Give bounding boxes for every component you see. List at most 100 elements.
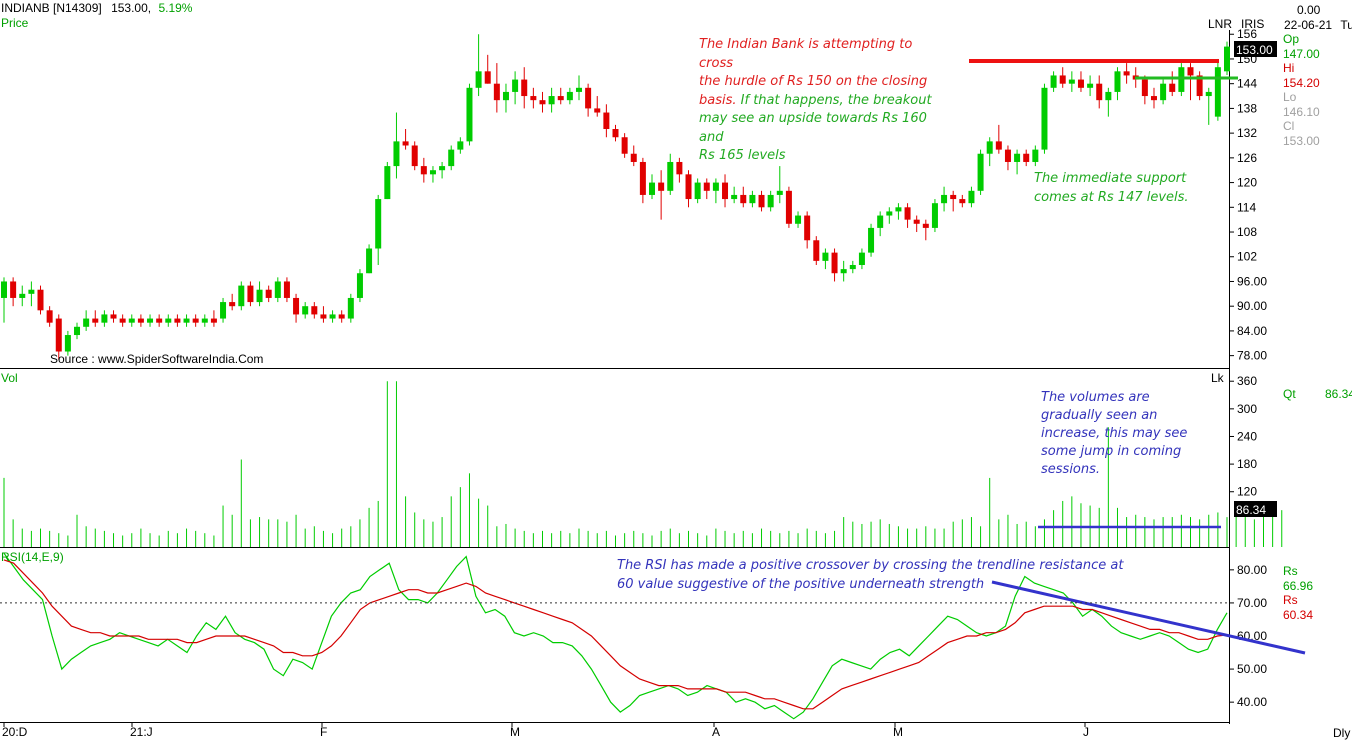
date-tick-label: M: [510, 725, 520, 739]
ohlc-low: Lo146.10: [1283, 90, 1320, 119]
candle: [639, 157, 646, 204]
candle-body: [1, 281, 7, 298]
candle: [731, 186, 738, 204]
candle: [1032, 145, 1039, 167]
candle-body: [210, 318, 217, 323]
candle: [1224, 41, 1230, 76]
annotation-support: The immediate support comes at Rs 147 le…: [1034, 171, 1189, 205]
candle: [566, 87, 573, 105]
candle: [302, 302, 309, 319]
candle-body: [156, 318, 163, 323]
panel-frames: [0, 30, 1230, 724]
top-value: 0.00: [1297, 3, 1321, 17]
last-volume-tag: [1234, 501, 1277, 517]
candle: [785, 186, 792, 228]
candle: [822, 248, 829, 270]
last-price-tag-text: 153.00: [1236, 43, 1273, 57]
candle-body: [1077, 79, 1084, 88]
candle: [28, 281, 35, 307]
candle-body: [785, 190, 792, 224]
candle-body: [64, 335, 71, 352]
candle: [986, 137, 993, 167]
candle: [366, 244, 373, 274]
candle: [101, 310, 108, 327]
candle: [201, 314, 208, 327]
rsi-value: Rs66.96: [1283, 564, 1314, 593]
candle-body: [466, 87, 473, 142]
candle: [931, 199, 938, 233]
candle-body: [1169, 83, 1176, 92]
candle-body: [1105, 91, 1112, 101]
candle: [749, 190, 756, 208]
price-tick-label: 96.00: [1237, 274, 1267, 288]
candle: [110, 310, 117, 323]
candle-body: [1041, 87, 1048, 150]
rsi-trendline: [991, 580, 1306, 655]
candle-body: [393, 141, 400, 167]
candle: [210, 310, 217, 327]
candle: [420, 157, 427, 183]
candle-body: [1196, 75, 1203, 97]
candle-body: [959, 199, 966, 204]
candle-body: [1205, 91, 1212, 97]
candle-body: [128, 318, 135, 323]
candle: [1214, 58, 1221, 121]
ohlc-close: Cl153.00: [1283, 119, 1320, 148]
candle: [1187, 63, 1194, 101]
studies-label: LNR: [1208, 17, 1233, 31]
candle-body: [110, 314, 117, 319]
candle-body: [1123, 71, 1130, 76]
candle-body: [1004, 149, 1011, 162]
candle-body: [247, 285, 254, 303]
candle-body: [995, 141, 1002, 150]
candle-body: [439, 166, 446, 171]
candle-body: [585, 87, 592, 109]
candle: [913, 215, 920, 233]
candle: [795, 211, 802, 228]
candle: [585, 83, 592, 117]
candle: [968, 186, 975, 208]
candle-body: [137, 318, 144, 323]
candle: [10, 277, 17, 307]
price-tick-label: 90.00: [1237, 299, 1267, 313]
date-axis-labels: 20:D 21:J F M A M J: [2, 722, 1089, 739]
candle-body: [658, 182, 665, 191]
candle-body: [256, 289, 263, 303]
candle-body: [986, 141, 993, 154]
iris-label: IRIS: [1241, 17, 1265, 31]
candle-body: [575, 87, 582, 92]
candle: [402, 129, 409, 150]
candle: [256, 281, 263, 307]
candle-body: [603, 112, 610, 130]
candle: [694, 178, 701, 204]
candle: [347, 293, 354, 323]
candle: [1123, 63, 1130, 84]
candle-body: [849, 264, 856, 270]
candle-body: [1114, 71, 1121, 92]
candle: [46, 306, 53, 327]
candle: [922, 219, 929, 241]
candle-body: [338, 314, 345, 319]
candle-body: [183, 318, 190, 323]
candle-body: [265, 289, 272, 298]
lk-label: Lk: [1211, 371, 1224, 385]
candle-body: [220, 302, 227, 319]
candle-body: [83, 318, 90, 327]
candle-body: [411, 145, 418, 167]
candle: [685, 170, 692, 208]
candle-body: [502, 91, 509, 101]
volume-tick-label: 120: [1237, 485, 1257, 499]
candle-body: [840, 269, 847, 274]
price-tick-label: 108: [1237, 225, 1257, 239]
volume-tick-label: 360: [1237, 374, 1257, 388]
price-tick-label: 120: [1237, 176, 1257, 190]
candle: [329, 310, 336, 323]
candle: [338, 310, 345, 323]
candle: [1205, 87, 1212, 125]
rsi-panel-label: RSI(14,E,9): [1, 550, 64, 564]
rsi-tick-label: 40.00: [1237, 695, 1267, 709]
candle-body: [429, 170, 436, 175]
candle: [722, 174, 729, 208]
candle: [1150, 87, 1157, 109]
last-price: 153.00,: [111, 1, 152, 15]
